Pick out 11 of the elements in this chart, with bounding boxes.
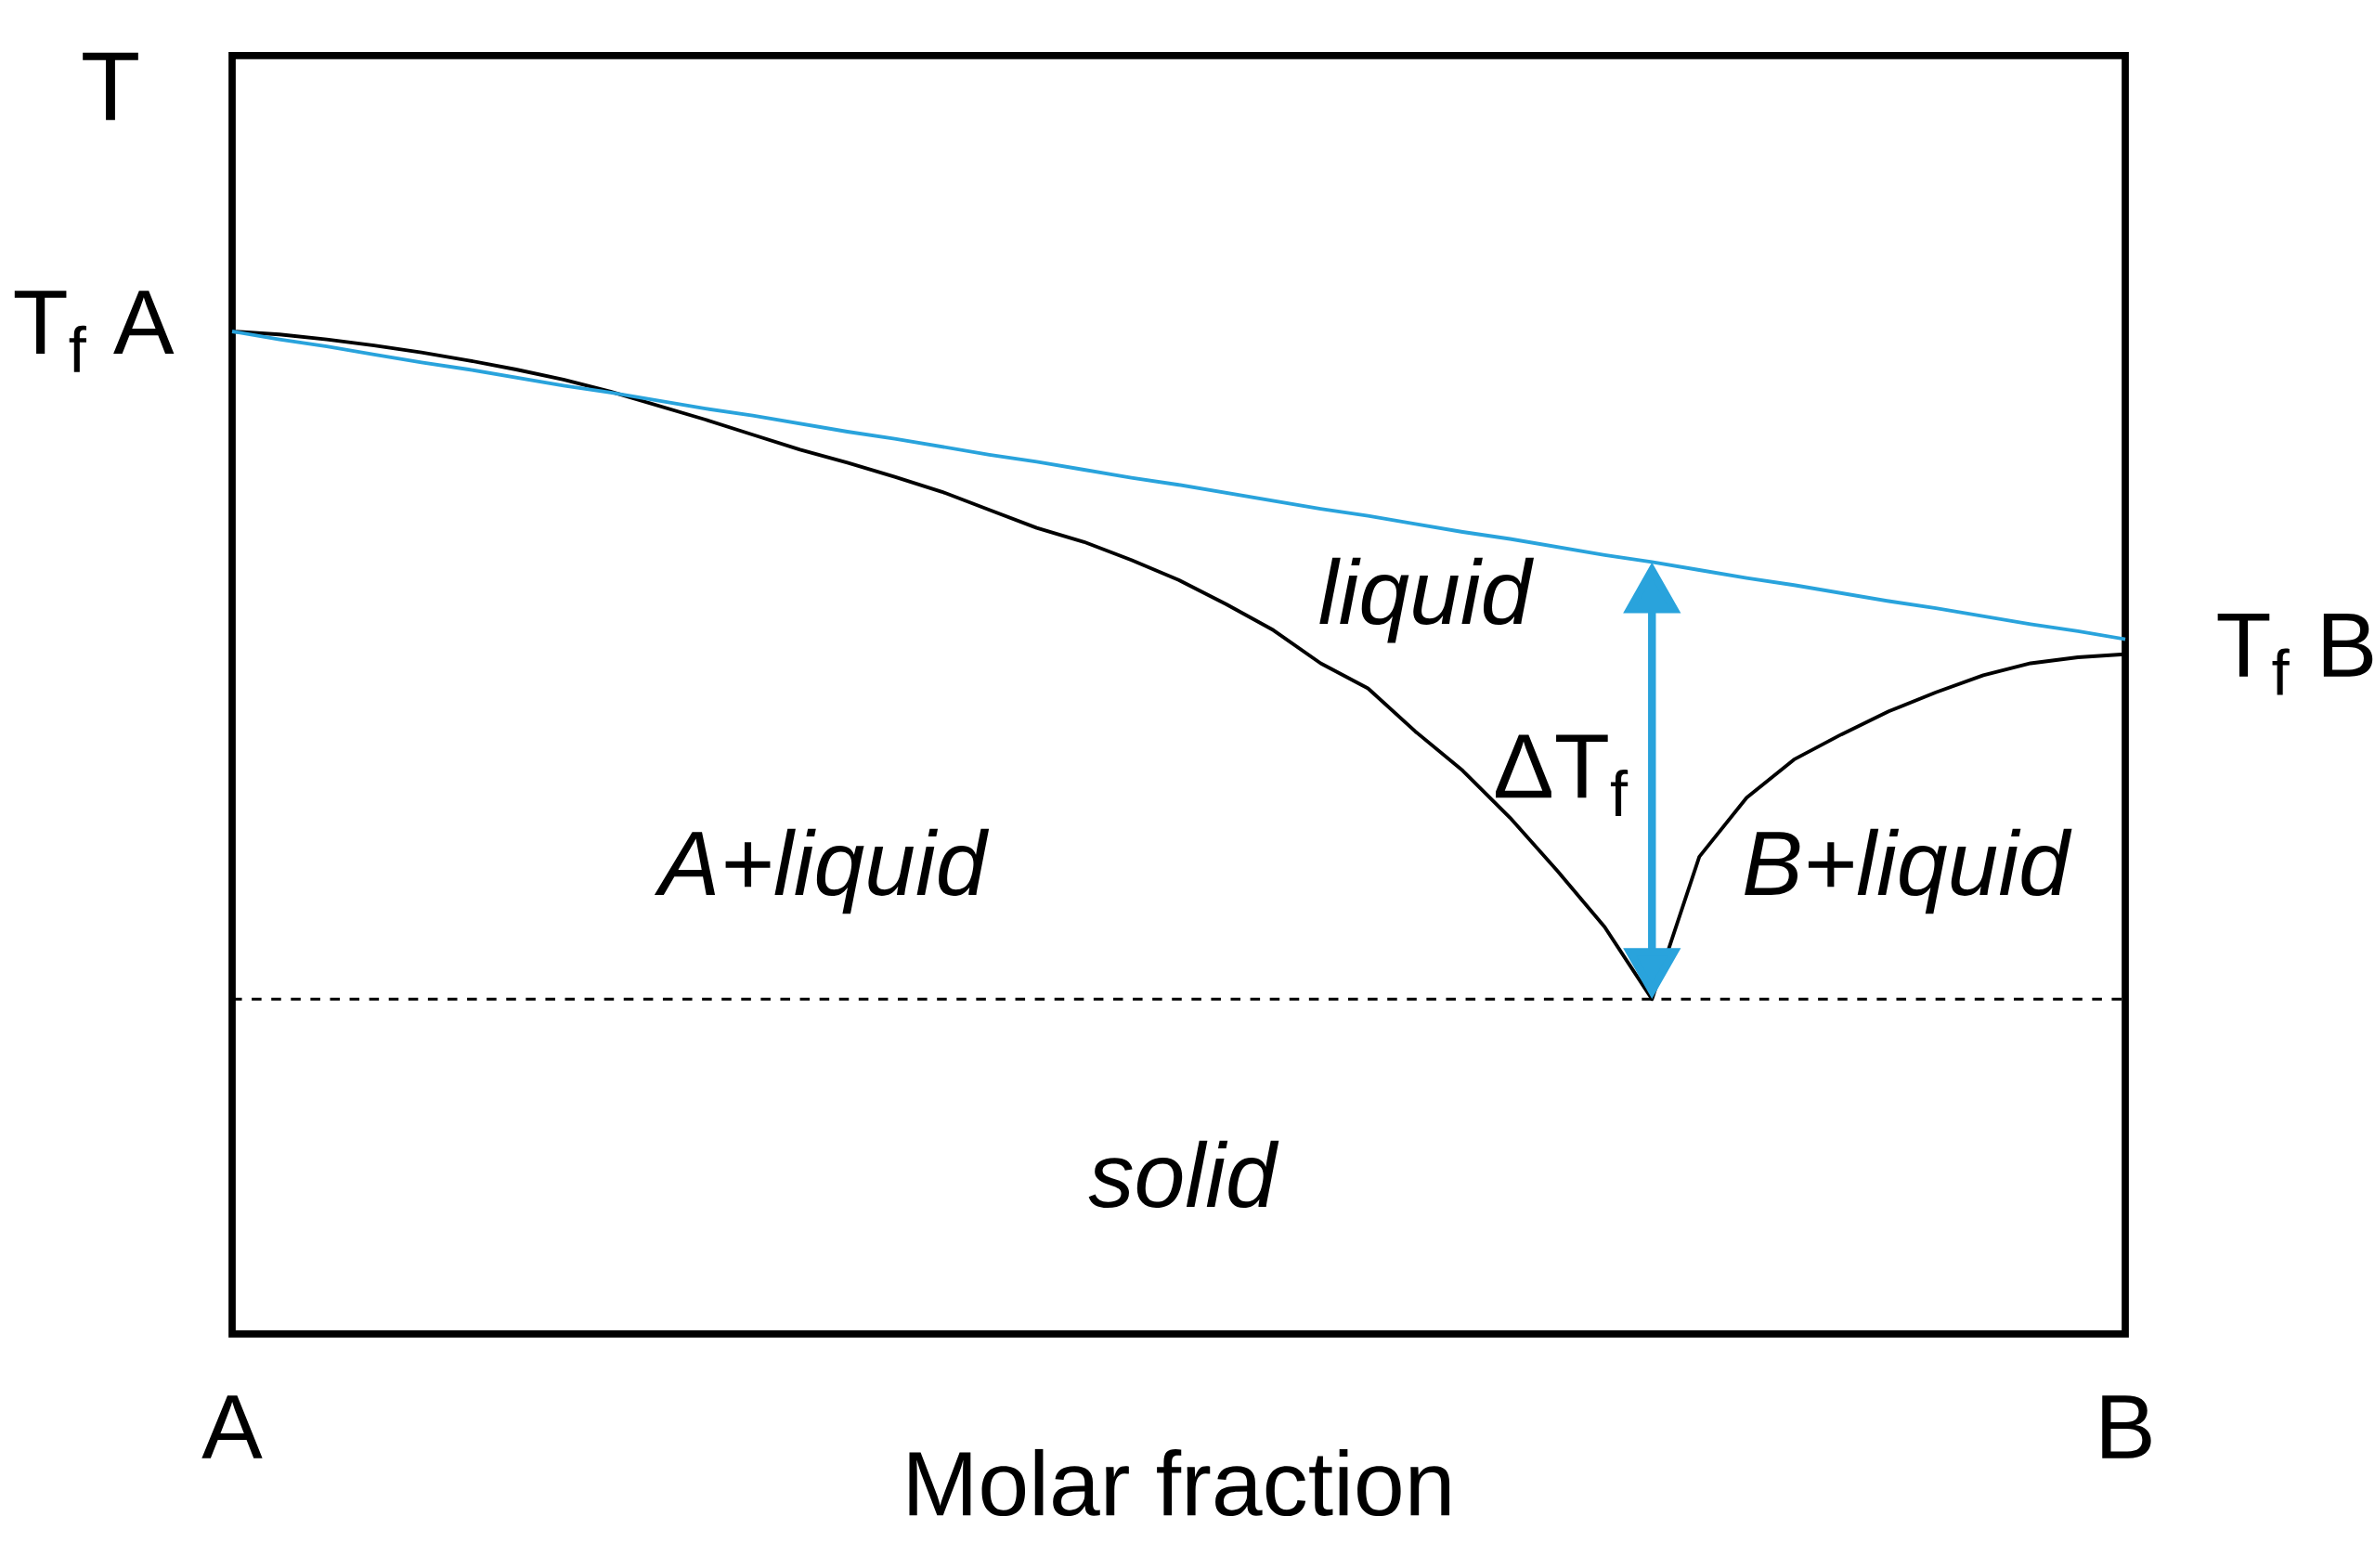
y-axis-title: T — [83, 52, 138, 121]
x-tick-label: A — [201, 1395, 263, 1458]
annotation: B+liquid — [1745, 828, 2072, 914]
annotation: liquid — [1319, 557, 1535, 643]
x-axis-title: Molar fraction — [909, 1448, 1450, 1517]
x-tick-label: B — [2102, 1395, 2151, 1458]
annotation: T$_{f}$ B — [2217, 614, 2373, 695]
annotation: T$_{f}$ A — [14, 291, 175, 372]
annotation: ΔT$_{f}$ — [1496, 734, 1629, 816]
annotation: A+liquid — [654, 828, 990, 914]
annotation: solid — [1088, 1140, 1279, 1208]
